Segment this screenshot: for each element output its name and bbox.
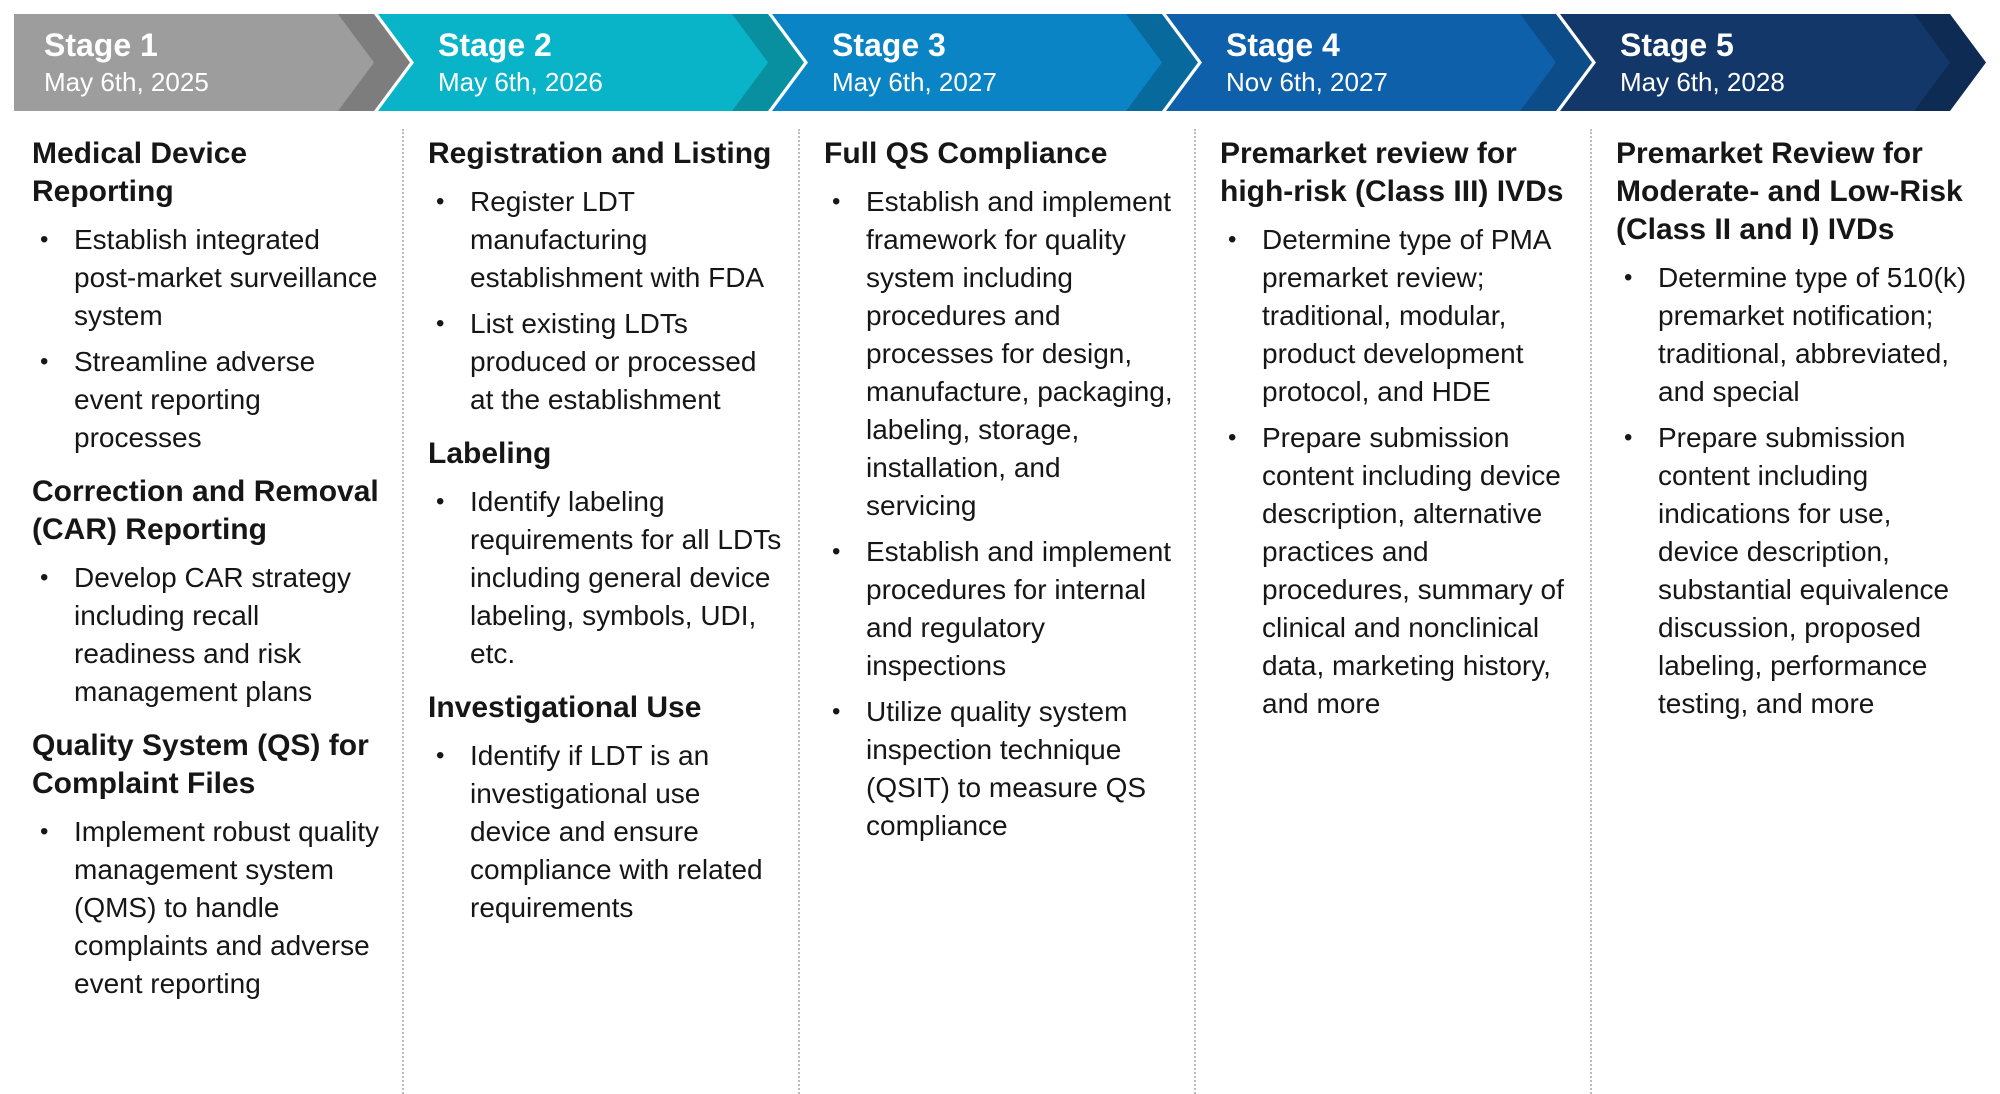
bullet-marker-icon: •: [1624, 264, 1633, 291]
bullet-marker-icon: •: [40, 818, 49, 845]
stage-label: Stage 4: [1226, 27, 1340, 64]
stage-label: Stage 3: [832, 27, 946, 64]
section-heading: Full QS Compliance: [824, 137, 1108, 170]
bullet-item: • Establish and implement procedures for …: [824, 533, 1178, 685]
bullet-text: Establish integrated post-market surveil…: [74, 224, 378, 331]
section-heading: Correction and Removal (CAR) Reporting: [32, 475, 379, 546]
bullet-marker-icon: •: [436, 488, 445, 515]
section-heading: Premarket review for high-risk (Class II…: [1220, 137, 1564, 208]
bullet-item: • Utilize quality system inspection techn…: [824, 693, 1178, 845]
stage-column-4: Premarket review for high-risk (Class II…: [1194, 129, 1590, 1094]
stage-column-5: Premarket Review for Moderate- and Low-R…: [1590, 129, 1986, 1094]
bullet-marker-icon: •: [1228, 424, 1237, 451]
section-heading: Labeling: [428, 437, 552, 470]
section-heading: Registration and Listing: [428, 137, 772, 170]
bullet-text: Streamline adverse event reporting proce…: [74, 346, 316, 453]
bullet-marker-icon: •: [436, 188, 445, 215]
stage-date: May 6th, 2025: [44, 66, 209, 97]
bullet-item: • Develop CAR strategy including recall r…: [32, 559, 386, 711]
stage-columns-row: Medical Device Reporting • Establish integ…: [14, 129, 1986, 1094]
bullet-marker-icon: •: [1624, 424, 1633, 451]
bullet-marker-icon: •: [40, 564, 49, 591]
bullet-item: • Identify if LDT is an investigational u…: [428, 737, 782, 927]
section-heading: Medical Device Reporting: [32, 137, 248, 208]
stage-date: Nov 6th, 2027: [1226, 66, 1388, 97]
bullet-marker-icon: •: [832, 188, 841, 215]
bullet-text: Utilize quality system inspection techni…: [866, 696, 1147, 841]
bullet-text: Determine type of PMA premarket review; …: [1262, 224, 1550, 407]
bullet-text: Prepare submission content including ind…: [1658, 422, 1950, 719]
stage-column-1: Medical Device Reporting • Establish integ…: [14, 129, 402, 1094]
bullet-item: • Determine type of PMA premarket review;…: [1220, 221, 1574, 411]
stage-label: Stage 2: [438, 27, 552, 64]
stage-arrow-1: Stage 1 May 6th, 2025: [14, 14, 410, 111]
bullet-text: List existing LDTs produced or processed…: [470, 308, 757, 415]
stage-arrow-2: Stage 2 May 6th, 2026: [378, 14, 804, 111]
bullet-item: • Establish and implement framework for q…: [824, 183, 1178, 525]
bullet-item: • Prepare submission content including de…: [1220, 419, 1574, 723]
bullet-item: • Establish integrated post-market survei…: [32, 221, 386, 335]
bullet-item: • Implement robust quality management sys…: [32, 813, 386, 1003]
bullet-item: • Determine type of 510(k) premarket noti…: [1616, 259, 1970, 411]
bullet-text: Identify if LDT is an investigational us…: [470, 740, 763, 923]
bullet-text: Establish and implement framework for qu…: [866, 186, 1173, 521]
bullet-item: • List existing LDTs produced or processe…: [428, 305, 782, 419]
bullet-marker-icon: •: [40, 226, 49, 253]
bullet-marker-icon: •: [436, 742, 445, 769]
bullet-text: Develop CAR strategy including recall re…: [74, 562, 352, 707]
bullet-text: Implement robust quality management syst…: [74, 816, 380, 999]
bullet-marker-icon: •: [832, 698, 841, 725]
bullet-text: Prepare submission content including dev…: [1262, 422, 1564, 719]
bullet-text: Determine type of 510(k) premarket notif…: [1658, 262, 1967, 407]
bullet-marker-icon: •: [40, 348, 49, 375]
stage-label: Stage 5: [1620, 27, 1734, 64]
bullet-item: • Streamline adverse event reporting proc…: [32, 343, 386, 457]
stage-column-2: Registration and Listing • Register LDT ma…: [402, 129, 798, 1094]
bullet-marker-icon: •: [436, 310, 445, 337]
stage-arrow-3: Stage 3 May 6th, 2027: [772, 14, 1198, 111]
stage-date: May 6th, 2028: [1620, 66, 1785, 97]
bullet-item: • Register LDT manufacturing establishmen…: [428, 183, 782, 297]
stage-label: Stage 1: [44, 27, 158, 64]
bullet-text: Identify labeling requirements for all L…: [470, 486, 782, 669]
bullet-marker-icon: •: [832, 538, 841, 565]
bullet-text: Establish and implement procedures for i…: [866, 536, 1172, 681]
stage-date: May 6th, 2027: [832, 66, 997, 97]
stage-column-3: Full QS Compliance • Establish and impleme…: [798, 129, 1194, 1094]
stage-date: May 6th, 2026: [438, 66, 603, 97]
stage-arrow-5: Stage 5 May 6th, 2028: [1560, 14, 1986, 111]
bullet-marker-icon: •: [1228, 226, 1237, 253]
bullet-text: Register LDT manufacturing establishment…: [470, 186, 765, 293]
section-heading: Investigational Use: [428, 691, 702, 724]
section-heading: Quality System (QS) for Complaint Files: [32, 729, 369, 800]
stage-arrow-4: Stage 4 Nov 6th, 2027: [1166, 14, 1592, 111]
stage-arrows-row: Stage 1 May 6th, 2025 Stage 2 May 6th, 2…: [14, 14, 1986, 111]
section-heading: Premarket Review for Moderate- and Low-R…: [1616, 137, 1963, 246]
bullet-item: • Prepare submission content including in…: [1616, 419, 1970, 723]
bullet-item: • Identify labeling requirements for all …: [428, 483, 782, 673]
